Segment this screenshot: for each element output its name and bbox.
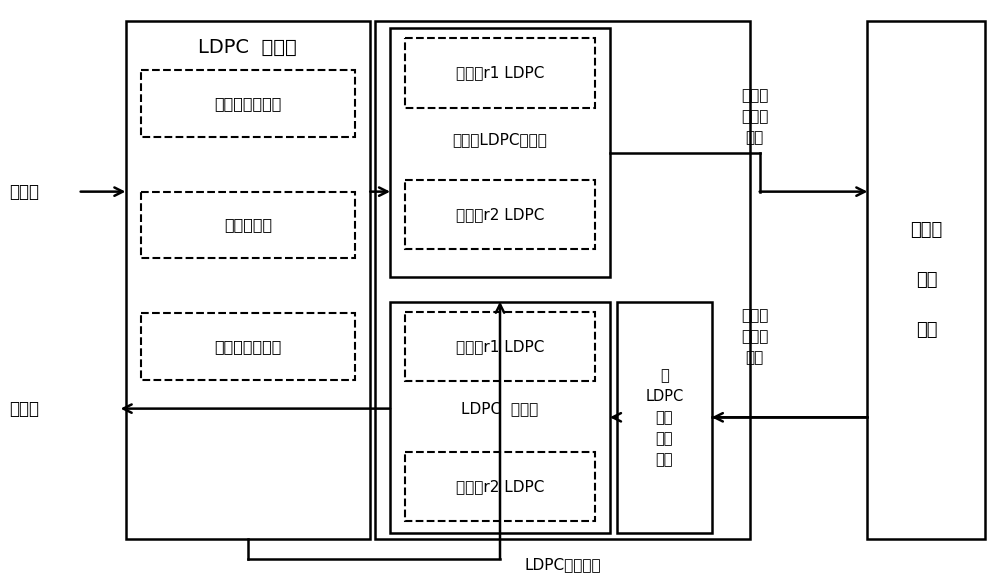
FancyBboxPatch shape <box>126 21 370 539</box>
FancyBboxPatch shape <box>390 302 610 533</box>
FancyBboxPatch shape <box>405 452 595 521</box>
Text: 合适的LDPC编码器: 合适的LDPC编码器 <box>453 132 547 147</box>
FancyBboxPatch shape <box>405 38 595 108</box>
Text: LDPC  选择器: LDPC 选择器 <box>198 38 297 56</box>
Text: 低码率r2 LDPC: 低码率r2 LDPC <box>456 207 544 222</box>
FancyBboxPatch shape <box>390 28 610 277</box>
FancyBboxPatch shape <box>617 302 712 533</box>
Text: 数据读: 数据读 <box>9 400 39 418</box>
Text: LDPC编译码器: LDPC编译码器 <box>524 557 601 572</box>
Text: 易坏块标记: 易坏块标记 <box>224 218 272 233</box>
FancyBboxPatch shape <box>375 21 750 539</box>
FancyBboxPatch shape <box>141 191 355 258</box>
FancyBboxPatch shape <box>405 180 595 249</box>
Text: 固态盘

闪存

阵列: 固态盘 闪存 阵列 <box>910 221 943 339</box>
Text: 块保存时间标记: 块保存时间标记 <box>214 339 282 354</box>
FancyBboxPatch shape <box>141 70 355 137</box>
Text: 待译码
的数据
读出: 待译码 的数据 读出 <box>741 308 768 365</box>
Text: 低码率r2 LDPC: 低码率r2 LDPC <box>456 479 544 494</box>
Text: 被编码
的数据
写入: 被编码 的数据 写入 <box>741 88 768 145</box>
FancyBboxPatch shape <box>867 21 985 539</box>
Text: 块
LDPC
编码
标记
信息: 块 LDPC 编码 标记 信息 <box>645 368 683 467</box>
Text: 高码率r1 LDPC: 高码率r1 LDPC <box>456 66 544 81</box>
Text: LDPC  译码器: LDPC 译码器 <box>461 401 539 416</box>
Text: 高码率r1 LDPC: 高码率r1 LDPC <box>456 339 544 354</box>
Text: 数据写: 数据写 <box>9 183 39 201</box>
FancyBboxPatch shape <box>405 312 595 382</box>
Text: 块擦写次数统计: 块擦写次数统计 <box>214 96 282 111</box>
FancyBboxPatch shape <box>141 313 355 380</box>
